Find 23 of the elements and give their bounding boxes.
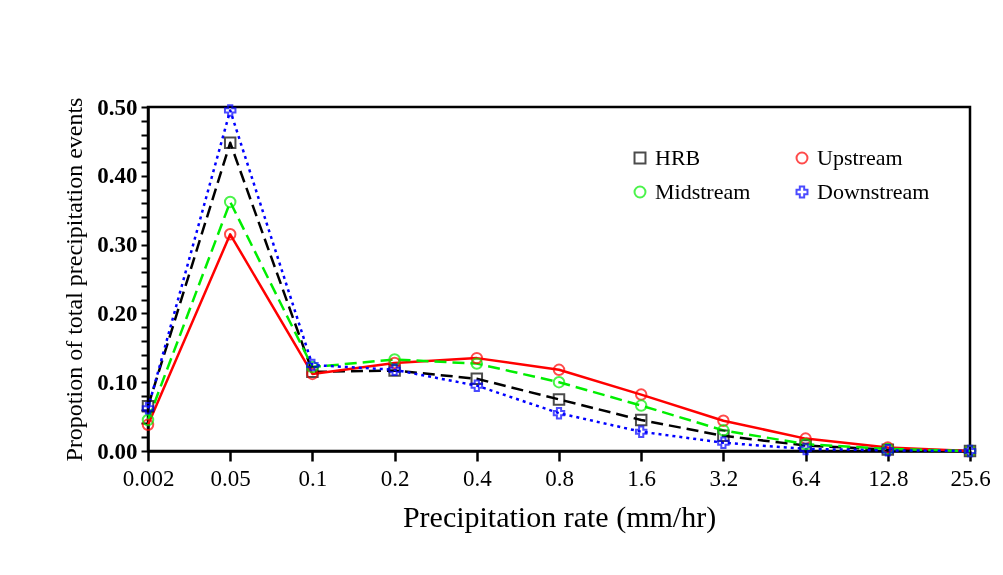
x-tick-label: 0.8 xyxy=(545,465,574,491)
x-axis-title: Precipitation rate (mm/hr) xyxy=(402,499,717,534)
x-tick-label: 0.2 xyxy=(380,465,410,491)
y-tick-label: 0.30 xyxy=(97,232,138,258)
y-tick-label: 0.50 xyxy=(97,94,138,120)
x-tick-label: 6.4 xyxy=(791,465,821,491)
x-tick-label: 3.2 xyxy=(709,465,739,491)
x-tick-label: 0.05 xyxy=(210,465,251,491)
y-tick-label: 0.40 xyxy=(97,163,138,189)
legend-label: Downstream xyxy=(817,179,930,204)
legend-label: Upstream xyxy=(817,145,903,170)
x-tick-label: 0.4 xyxy=(462,465,493,491)
legend-label: HRB xyxy=(655,145,701,170)
legend-label: Midstream xyxy=(655,179,751,204)
y-tick-label: 0.20 xyxy=(97,300,138,326)
y-tick-label: 0.10 xyxy=(97,369,138,395)
x-tick-label: 25.6 xyxy=(950,465,991,491)
x-tick-label: 1.6 xyxy=(627,465,657,491)
y-axis-title: Propotion of total precipitation events xyxy=(61,97,88,462)
y-tick-label: 0.00 xyxy=(97,438,138,464)
x-tick-label: 0.002 xyxy=(122,465,175,491)
x-tick-label: 12.8 xyxy=(868,465,909,491)
x-tick-label: 0.1 xyxy=(298,465,328,491)
